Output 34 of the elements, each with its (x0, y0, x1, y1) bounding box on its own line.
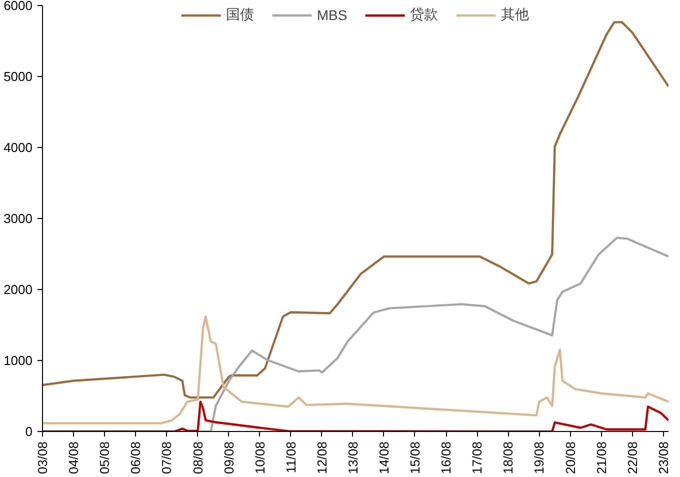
x-tick-label: 14/08 (376, 441, 392, 474)
x-tick-label: 05/08 (97, 441, 112, 474)
x-tick-label: 16/08 (438, 441, 454, 474)
x-tick-label: 12/08 (314, 441, 330, 474)
x-tick-label: 23/08 (656, 441, 671, 474)
line-series (42, 21, 668, 399)
x-tick-label: 09/08 (221, 441, 236, 474)
legend-label: 贷款 (410, 6, 438, 24)
y-tick-label: 1000 (4, 353, 32, 368)
y-tick-label: 5000 (4, 69, 32, 84)
x-tick-label: 08/08 (190, 441, 206, 474)
x-tick-label: 10/08 (252, 441, 268, 474)
y-tick-label: 3000 (4, 211, 32, 226)
line-series (42, 316, 668, 424)
legend-label: 国债 (226, 6, 254, 24)
x-tick-label: 20/08 (562, 441, 578, 474)
y-tick-label: 6000 (4, 0, 32, 13)
x-tick-label: 22/08 (624, 441, 640, 474)
x-tick-label: 04/08 (66, 441, 82, 474)
x-tick-label: 17/08 (470, 441, 485, 474)
x-tick-label: 15/08 (407, 441, 422, 474)
x-tick-label: 07/08 (159, 441, 174, 474)
x-tick-label: 21/08 (594, 441, 609, 474)
y-tick-label: 4000 (4, 140, 32, 155)
x-tick-label: 03/08 (35, 441, 50, 474)
x-tick-label: 13/08 (345, 441, 360, 474)
y-tick-label: 2000 (4, 282, 32, 297)
x-tick-label: 06/08 (128, 441, 144, 474)
y-tick-label: 0 (25, 424, 33, 439)
x-tick-label: 19/08 (532, 441, 547, 474)
x-tick-label: 18/08 (500, 441, 516, 474)
legend-label: 其他 (501, 6, 530, 24)
legend-label: MBS (316, 7, 348, 23)
x-tick-label: 11/08 (283, 441, 298, 474)
